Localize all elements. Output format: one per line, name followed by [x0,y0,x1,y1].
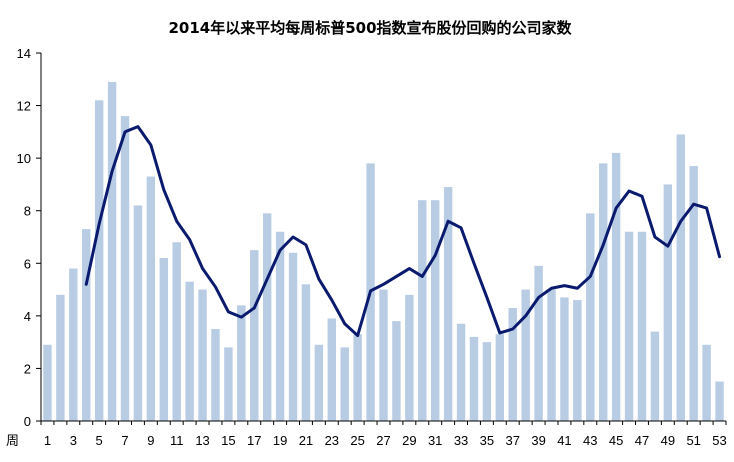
x-tick-label: 31 [428,433,442,448]
bar [676,134,685,422]
bar [301,284,311,421]
x-tick-label: 7 [121,433,128,448]
bar [689,166,698,421]
x-tick-label: 39 [531,433,545,448]
line-series [84,125,722,338]
x-tick-label: 25 [350,433,364,448]
bar [262,213,272,421]
x-tick-label: 29 [402,433,416,448]
moving-average-line [84,125,722,338]
bar [431,200,440,421]
bar [534,265,543,421]
y-tick-label: 0 [24,414,31,429]
bar [702,344,711,421]
x-tick-label: 1 [44,433,51,448]
x-tick-label: 15 [221,433,235,448]
x-tick-label: 51 [686,433,700,448]
bar [418,200,427,421]
bar [185,281,194,421]
bar [443,187,453,421]
bar [133,205,143,421]
bar [353,334,362,421]
y-axis-ticks: 0 2 4 6 8 10 12 14 [17,46,41,429]
y-tick-label: 6 [24,256,31,271]
x-tick-label: 27 [376,433,390,448]
bar [637,231,647,421]
y-tick-label: 8 [24,204,31,219]
bar [715,381,724,421]
bar [624,231,634,421]
y-tick-label: 10 [17,151,31,166]
x-tick-label: 45 [609,433,623,448]
y-tick-label: 12 [17,99,31,114]
bar [573,300,582,421]
x-tick-label: 17 [247,433,261,448]
bar [314,344,324,421]
x-axis-label: 周 [6,433,19,448]
x-tick-label: 21 [299,433,313,448]
bar [521,289,530,421]
bar [94,100,104,421]
x-tick-label: 5 [96,433,103,448]
x-tick-label: 35 [480,433,494,448]
bar [82,229,91,421]
bar [663,184,673,421]
bar [327,318,336,421]
bar [586,213,595,421]
x-tick-label: 41 [557,433,571,448]
bar [379,289,388,421]
bar [275,231,285,421]
bar [172,242,181,421]
bar [508,307,517,421]
bar [482,342,492,421]
x-axis-ticks: 1 3 5 7 9 11 13 15 17 19 21 23 25 27 29 31 33 35 37 39 41 43 4… [40,421,727,448]
y-tick-label: 14 [17,46,31,61]
x-tick-label: 3 [70,433,77,448]
bar [56,294,65,421]
bar [237,305,246,421]
bar [146,176,156,421]
bar [107,81,117,421]
bar [120,116,130,421]
x-tick-label: 9 [147,433,154,448]
x-tick-label: 33 [454,433,468,448]
bar [43,344,52,421]
y-tick-label: 2 [24,361,31,376]
x-tick-label: 13 [195,433,209,448]
x-tick-label: 23 [325,433,339,448]
bar [456,323,466,421]
x-tick-label: 47 [635,433,649,448]
bar [250,250,259,421]
bar [224,347,233,421]
bar [469,336,479,421]
bar [288,252,298,421]
x-tick-label: 37 [506,433,520,448]
bar-series [43,81,724,422]
x-tick-label: 53 [712,433,726,448]
bar [340,347,349,421]
x-tick-label: 43 [583,433,597,448]
x-tick-label: 49 [661,433,675,448]
bar [611,152,621,421]
x-tick-label: 11 [170,433,184,448]
bar [560,297,569,421]
bar [405,294,414,421]
bar [599,163,608,421]
bar [211,329,220,421]
bar [159,258,168,421]
bar [495,334,505,421]
bar [69,268,78,421]
bar [392,321,401,421]
bar [650,331,660,421]
bar [547,289,556,421]
x-tick-label: 19 [273,433,287,448]
bar [198,289,207,421]
chart-title: 2014年以来平均每周标普500指数宣布股份回购的公司家数 [168,19,572,37]
y-tick-label: 4 [24,309,31,324]
